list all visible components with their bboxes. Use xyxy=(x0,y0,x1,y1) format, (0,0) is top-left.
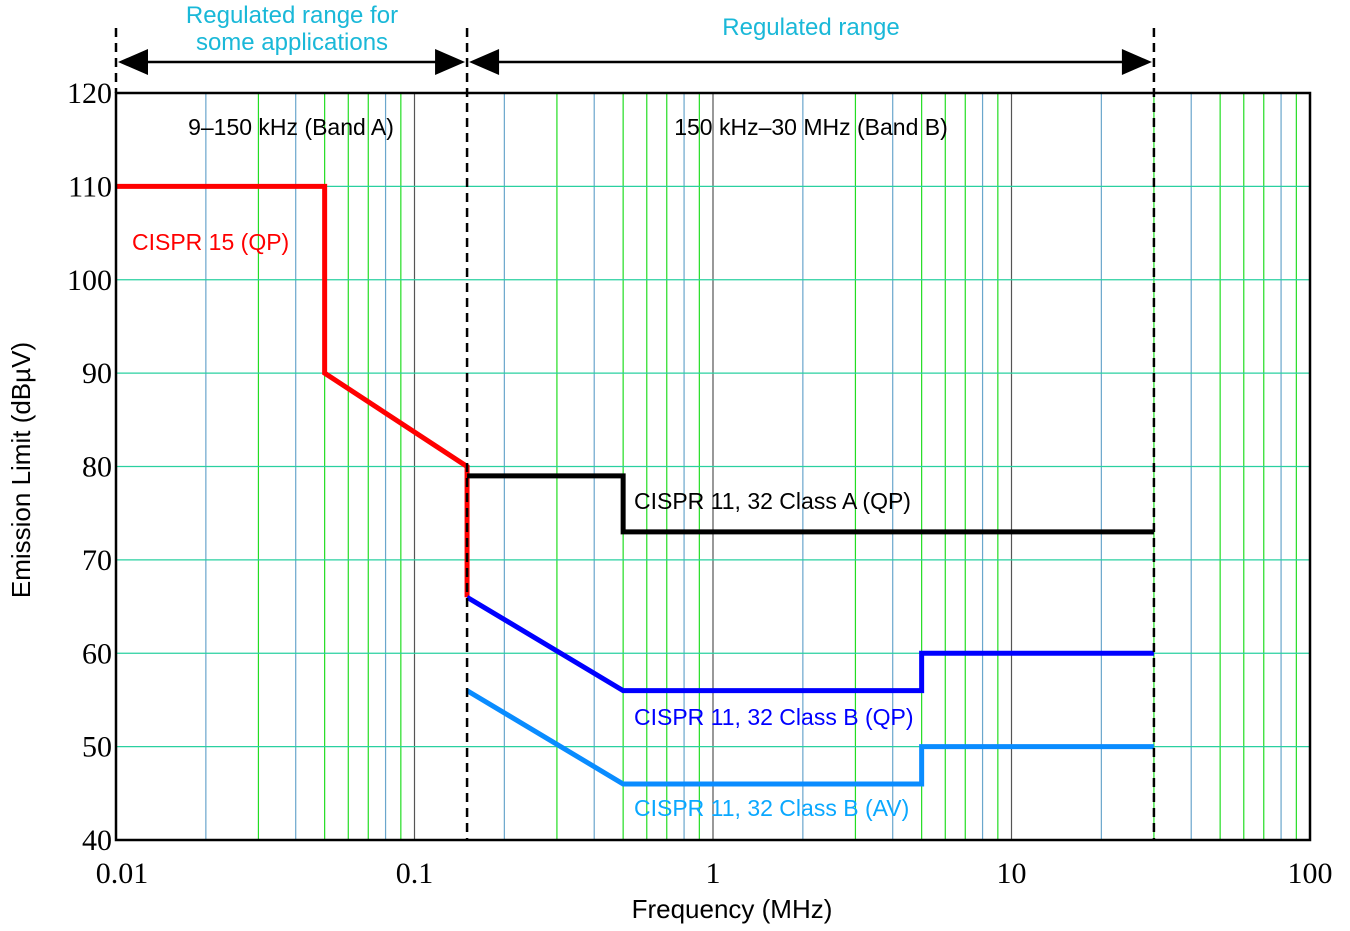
series-line-2 xyxy=(465,595,1154,694)
y-tick-label: 80 xyxy=(82,451,112,484)
y-tick-label: 110 xyxy=(68,170,112,203)
series-label-class-a-qp: CISPR 11, 32 Class A (QP) xyxy=(634,488,911,514)
arrow-head-right xyxy=(1121,49,1152,75)
y-tick-label: 50 xyxy=(82,731,112,764)
y-tick-label: 90 xyxy=(82,357,112,390)
series-label-class-b-av: CISPR 11, 32 Class B (AV) xyxy=(634,795,909,821)
y-tick-label: 120 xyxy=(67,77,112,110)
y-tick-label: 40 xyxy=(82,824,112,857)
band-b-label: 150 kHz–30 MHz (Band B) xyxy=(674,114,948,140)
series-label-class-b-qp: CISPR 11, 32 Class B (QP) xyxy=(634,704,914,730)
arrow-head-right xyxy=(435,49,466,75)
x-tick-label: 1 xyxy=(706,857,721,890)
range2-label: Regulated range xyxy=(722,14,899,41)
x-tick-label: 0.1 xyxy=(396,857,434,890)
x-tick-label: 0.01 xyxy=(96,857,149,890)
arrow-head-left xyxy=(118,49,148,75)
y-tick-label: 60 xyxy=(82,637,112,670)
range1-label-line2: some applications xyxy=(196,29,388,56)
series-line-3 xyxy=(465,688,1154,787)
x-tick-label: 100 xyxy=(1288,857,1333,890)
y-tick-label: 70 xyxy=(82,544,112,577)
y-axis-label: Emission Limit (dBµV) xyxy=(6,342,36,598)
series-label-cispr15: CISPR 15 (QP) xyxy=(132,229,289,255)
x-tick-label: 10 xyxy=(997,857,1027,890)
plot-frame xyxy=(114,91,1312,842)
x-axis-label: Frequency (MHz) xyxy=(632,894,833,924)
series-line-1 xyxy=(467,473,1154,535)
range-boundaries xyxy=(114,28,1156,840)
band-a-label: 9–150 kHz (Band A) xyxy=(188,114,394,140)
y-tick-label: 100 xyxy=(67,264,112,297)
arrow-head-left xyxy=(469,49,500,75)
range1-label-line1: Regulated range for xyxy=(186,2,398,29)
